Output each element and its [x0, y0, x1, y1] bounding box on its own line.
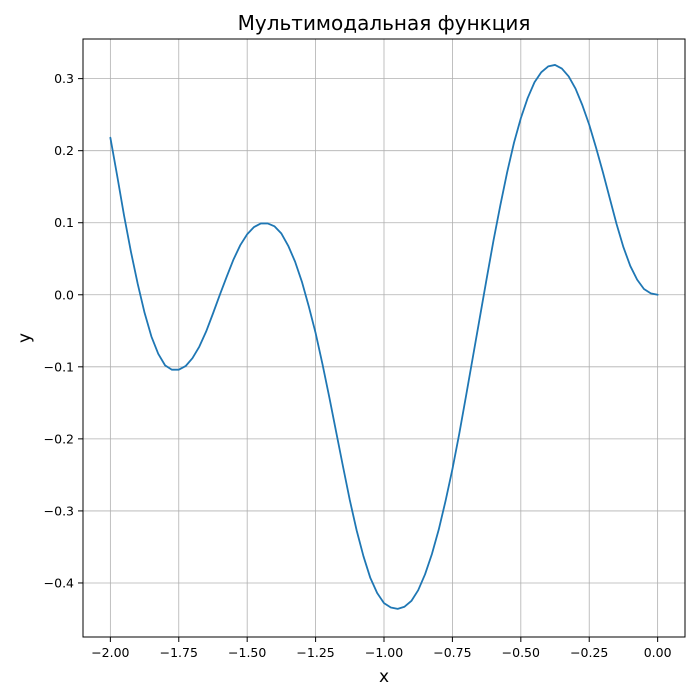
series-line — [109, 64, 659, 610]
x-tick-label: −1.00 — [365, 645, 403, 660]
x-tick-label: −0.50 — [502, 645, 540, 660]
x-tick-label: −0.25 — [570, 645, 608, 660]
y-tick-label: −0.3 — [44, 503, 74, 518]
y-tick-label: 0.2 — [54, 143, 74, 158]
x-axis: −2.00 −1.75 −1.50 −1.25 −1.00 −0.75 −0.50 −0.25… — [91, 637, 672, 660]
grid-lines — [83, 39, 685, 637]
chart-title: Мультимодальная функция — [238, 11, 531, 35]
y-tick-label: −0.2 — [44, 431, 74, 446]
y-axis-label: y — [15, 333, 35, 343]
y-tick-label: 0.0 — [54, 287, 74, 302]
x-tick-label: −1.75 — [160, 645, 198, 660]
y-tick-label: 0.3 — [54, 71, 74, 86]
x-axis-label: x — [379, 667, 389, 687]
x-tick-label: −1.25 — [296, 645, 334, 660]
x-tick-label: −2.00 — [91, 645, 129, 660]
x-tick-label: −1.50 — [228, 645, 266, 660]
y-tick-label: 0.1 — [54, 215, 74, 230]
y-tick-label: −0.1 — [44, 359, 74, 374]
y-axis: −0.4 −0.3 −0.2 −0.1 0.0 0.1 0.2 0.3 — [44, 71, 83, 590]
x-tick-label: 0.00 — [644, 645, 672, 660]
y-tick-label: −0.4 — [44, 575, 74, 590]
x-tick-label: −0.75 — [433, 645, 471, 660]
series-layer — [109, 64, 659, 610]
